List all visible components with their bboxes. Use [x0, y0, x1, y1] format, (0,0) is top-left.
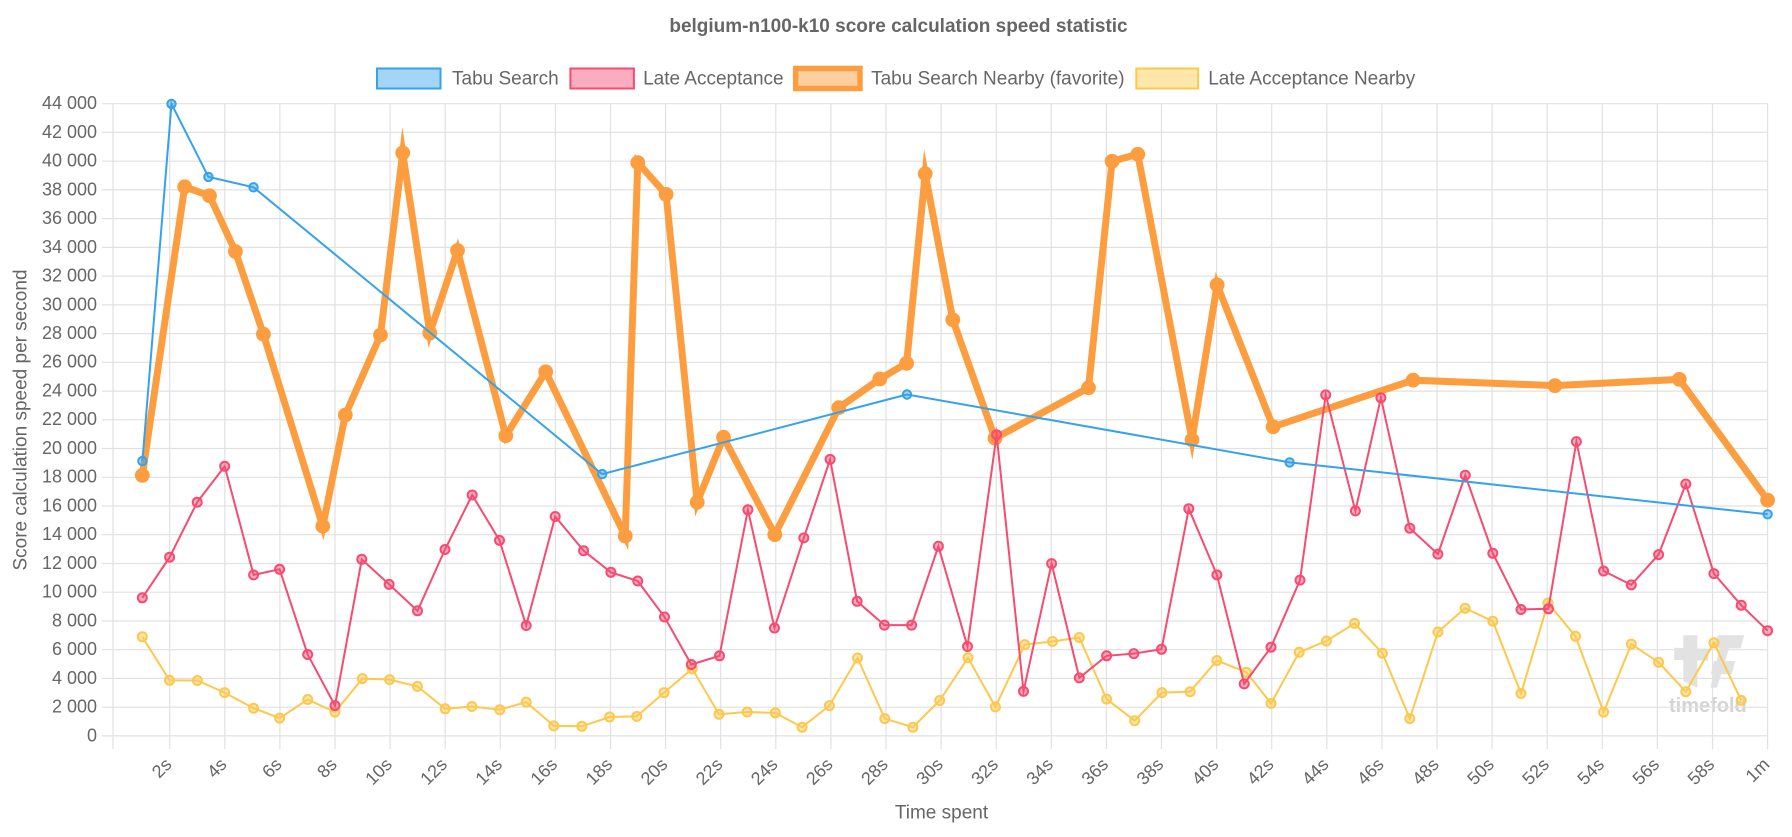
svg-text:Tabu Search: Tabu Search — [452, 69, 559, 90]
svg-text:32 000: 32 000 — [42, 266, 97, 286]
svg-text:Late Acceptance Nearby: Late Acceptance Nearby — [1208, 69, 1416, 90]
svg-text:14 000: 14 000 — [42, 524, 97, 544]
svg-text:4 000: 4 000 — [52, 668, 97, 688]
svg-text:34 000: 34 000 — [42, 237, 97, 257]
svg-text:38 000: 38 000 — [42, 179, 97, 199]
svg-text:2 000: 2 000 — [52, 697, 97, 717]
svg-text:Tabu Search Nearby (favorite): Tabu Search Nearby (favorite) — [871, 69, 1124, 90]
svg-text:44 000: 44 000 — [42, 93, 97, 113]
svg-text:8 000: 8 000 — [52, 610, 97, 630]
svg-text:16 000: 16 000 — [42, 495, 97, 515]
svg-text:Score calculation speed per se: Score calculation speed per second — [11, 269, 32, 570]
svg-text:36 000: 36 000 — [42, 208, 97, 228]
svg-text:20 000: 20 000 — [42, 438, 97, 458]
svg-text:timefold: timefold — [1669, 695, 1747, 717]
svg-text:22 000: 22 000 — [42, 409, 97, 429]
svg-text:Late Acceptance: Late Acceptance — [643, 69, 784, 90]
svg-text:42 000: 42 000 — [42, 122, 97, 142]
svg-text:belgium-n100-k10 score calcula: belgium-n100-k10 score calculation speed… — [669, 16, 1128, 37]
svg-text:18 000: 18 000 — [42, 467, 97, 487]
svg-text:6 000: 6 000 — [52, 639, 97, 659]
svg-text:28 000: 28 000 — [42, 323, 97, 343]
svg-text:Time spent: Time spent — [895, 803, 989, 824]
svg-text:26 000: 26 000 — [42, 352, 97, 372]
svg-text:12 000: 12 000 — [42, 553, 97, 573]
svg-text:0: 0 — [87, 725, 97, 745]
svg-text:40 000: 40 000 — [42, 151, 97, 171]
svg-text:10 000: 10 000 — [42, 582, 97, 602]
svg-text:30 000: 30 000 — [42, 294, 97, 314]
svg-text:24 000: 24 000 — [42, 381, 97, 401]
